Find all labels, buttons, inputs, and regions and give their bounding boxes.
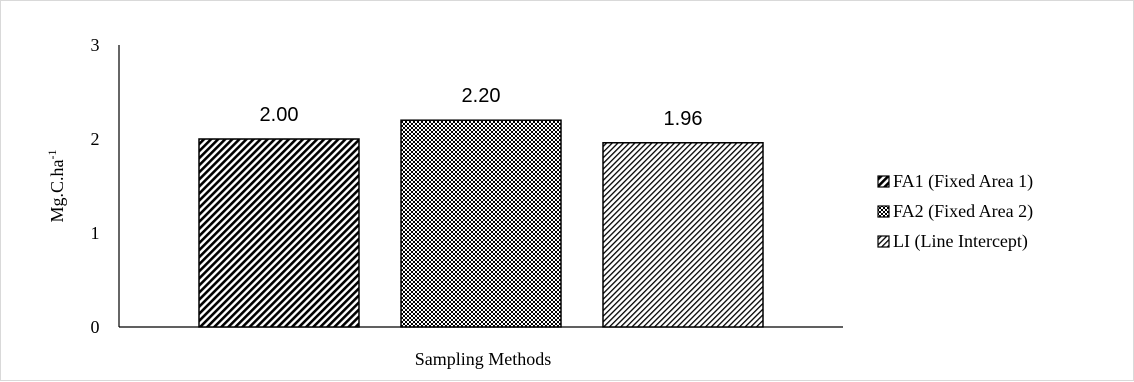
value-label-3: 1.96 — [664, 108, 703, 130]
y-tick-labels: 0 1 2 3 — [91, 35, 100, 337]
legend-swatch-2 — [877, 205, 890, 218]
y-axis-title: Mg.C.ha-1 — [45, 150, 67, 223]
value-labels: 2.00 2.20 1.96 — [260, 85, 703, 130]
legend-label-1: FA1 (Fixed Area 1) — [893, 171, 1033, 192]
legend-label-3: LI (Line Intercept) — [893, 231, 1028, 252]
bar-3 — [602, 142, 764, 328]
legend-swatch-1 — [877, 175, 890, 188]
y-axis-title-superscript: -1 — [45, 150, 59, 160]
x-axis-title: Sampling Methods — [415, 349, 552, 369]
legend: FA1 (Fixed Area 1) FA2 (Fixed Area 2) LI (… — [877, 171, 1033, 252]
value-label-1: 2.00 — [260, 104, 299, 126]
bar-2 — [400, 119, 562, 328]
y-tick-label: 2 — [91, 129, 100, 149]
value-label-2: 2.20 — [462, 85, 501, 107]
legend-swatch-3 — [877, 235, 890, 248]
bars — [198, 119, 764, 328]
y-tick-label: 3 — [91, 35, 100, 55]
y-tick-label: 0 — [91, 317, 100, 337]
y-tick-label: 1 — [91, 223, 100, 243]
legend-label-2: FA2 (Fixed Area 2) — [893, 201, 1033, 222]
y-axis-title-text: Mg.C.ha — [47, 159, 67, 222]
bar-1 — [198, 138, 360, 328]
